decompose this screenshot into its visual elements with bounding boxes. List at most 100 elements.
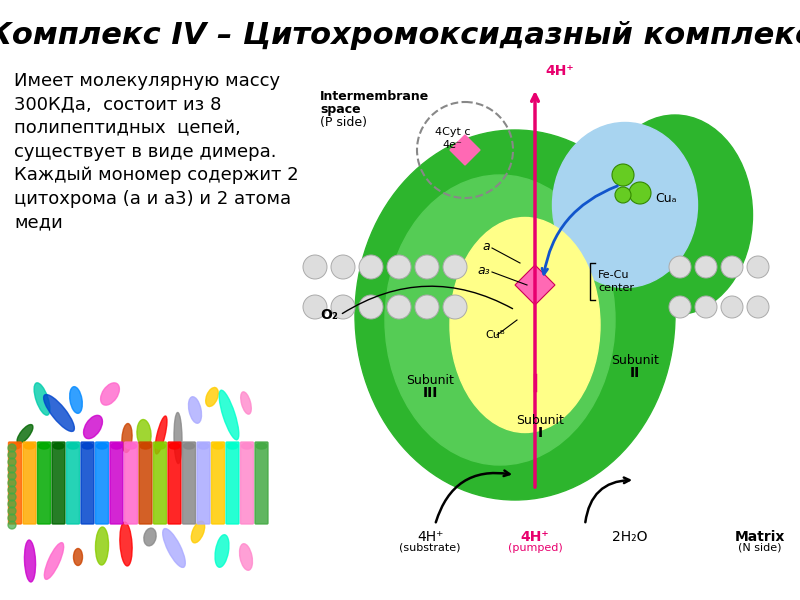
Circle shape (721, 296, 743, 318)
Bar (5, 358, 273, 590)
Text: I: I (538, 426, 542, 440)
Ellipse shape (24, 443, 35, 449)
FancyBboxPatch shape (211, 442, 225, 524)
Ellipse shape (198, 443, 209, 449)
Text: 4Cyt c: 4Cyt c (435, 127, 470, 137)
Ellipse shape (122, 424, 132, 452)
Circle shape (721, 256, 743, 278)
Text: (substrate): (substrate) (399, 543, 461, 553)
Circle shape (669, 256, 691, 278)
Ellipse shape (44, 395, 74, 431)
Ellipse shape (227, 443, 238, 449)
Circle shape (359, 295, 383, 319)
Text: (N side): (N side) (738, 543, 782, 553)
Text: O₂: O₂ (320, 308, 338, 322)
Circle shape (695, 256, 717, 278)
Text: Matrix: Matrix (735, 530, 785, 544)
Ellipse shape (169, 443, 180, 449)
Circle shape (387, 295, 411, 319)
FancyBboxPatch shape (52, 442, 65, 524)
Ellipse shape (70, 386, 82, 413)
Text: 4H⁺: 4H⁺ (417, 530, 443, 544)
FancyBboxPatch shape (197, 442, 210, 524)
FancyBboxPatch shape (38, 442, 50, 524)
Text: 4H⁺: 4H⁺ (521, 530, 550, 544)
Circle shape (331, 295, 355, 319)
Circle shape (8, 458, 16, 466)
Ellipse shape (95, 527, 109, 565)
Text: a: a (482, 241, 490, 253)
Ellipse shape (189, 397, 202, 423)
Ellipse shape (34, 383, 50, 415)
Circle shape (629, 182, 651, 204)
FancyBboxPatch shape (255, 442, 268, 524)
Ellipse shape (242, 443, 253, 449)
Ellipse shape (154, 443, 166, 449)
FancyBboxPatch shape (182, 442, 195, 524)
Circle shape (443, 255, 467, 279)
Text: III: III (422, 386, 438, 400)
Ellipse shape (144, 528, 156, 546)
FancyBboxPatch shape (154, 442, 166, 524)
Text: space: space (320, 103, 361, 116)
FancyBboxPatch shape (168, 442, 181, 524)
Circle shape (8, 444, 16, 452)
Circle shape (303, 255, 327, 279)
Text: Subunit: Subunit (611, 353, 659, 367)
Ellipse shape (553, 122, 698, 287)
Text: Fe-Cu: Fe-Cu (598, 270, 630, 280)
Ellipse shape (191, 521, 205, 543)
Text: 4H⁺: 4H⁺ (545, 64, 574, 78)
Polygon shape (450, 135, 480, 165)
Ellipse shape (206, 388, 218, 407)
Text: Subunit: Subunit (406, 373, 454, 386)
Ellipse shape (213, 443, 223, 449)
Circle shape (415, 295, 439, 319)
Ellipse shape (83, 415, 102, 439)
Circle shape (747, 256, 769, 278)
Ellipse shape (137, 419, 151, 448)
Ellipse shape (385, 175, 615, 465)
Circle shape (615, 187, 631, 203)
FancyBboxPatch shape (226, 442, 239, 524)
Ellipse shape (53, 443, 64, 449)
Circle shape (443, 295, 467, 319)
Circle shape (8, 507, 16, 515)
Ellipse shape (17, 425, 33, 443)
Circle shape (8, 451, 16, 459)
Ellipse shape (120, 522, 132, 566)
FancyBboxPatch shape (9, 442, 22, 524)
Circle shape (359, 255, 383, 279)
Ellipse shape (450, 217, 600, 433)
Ellipse shape (67, 443, 78, 449)
Ellipse shape (44, 542, 64, 580)
Ellipse shape (256, 443, 267, 449)
Circle shape (415, 255, 439, 279)
Text: a₃: a₃ (478, 263, 490, 277)
Circle shape (612, 164, 634, 186)
FancyBboxPatch shape (241, 442, 254, 524)
Ellipse shape (355, 130, 675, 500)
Circle shape (8, 486, 16, 494)
Circle shape (8, 465, 16, 473)
FancyBboxPatch shape (139, 442, 152, 524)
Circle shape (8, 479, 16, 487)
Ellipse shape (111, 443, 122, 449)
Ellipse shape (101, 383, 119, 405)
Circle shape (303, 295, 327, 319)
Text: center: center (598, 283, 634, 293)
FancyBboxPatch shape (23, 442, 36, 524)
Circle shape (8, 493, 16, 501)
Text: Subunit: Subunit (516, 413, 564, 427)
Circle shape (695, 296, 717, 318)
Ellipse shape (25, 540, 35, 582)
Ellipse shape (74, 548, 82, 565)
FancyBboxPatch shape (110, 442, 123, 524)
Text: Intermembrane: Intermembrane (320, 90, 430, 103)
Ellipse shape (140, 443, 151, 449)
Text: (P side): (P side) (320, 116, 367, 129)
Text: Комплекс IV – Цитохромоксидазный комплекс: Комплекс IV – Цитохромоксидазный комплек… (0, 20, 800, 49)
Text: 4e⁻: 4e⁻ (442, 140, 462, 150)
Text: Cuᴮ: Cuᴮ (485, 330, 505, 340)
Circle shape (747, 296, 769, 318)
